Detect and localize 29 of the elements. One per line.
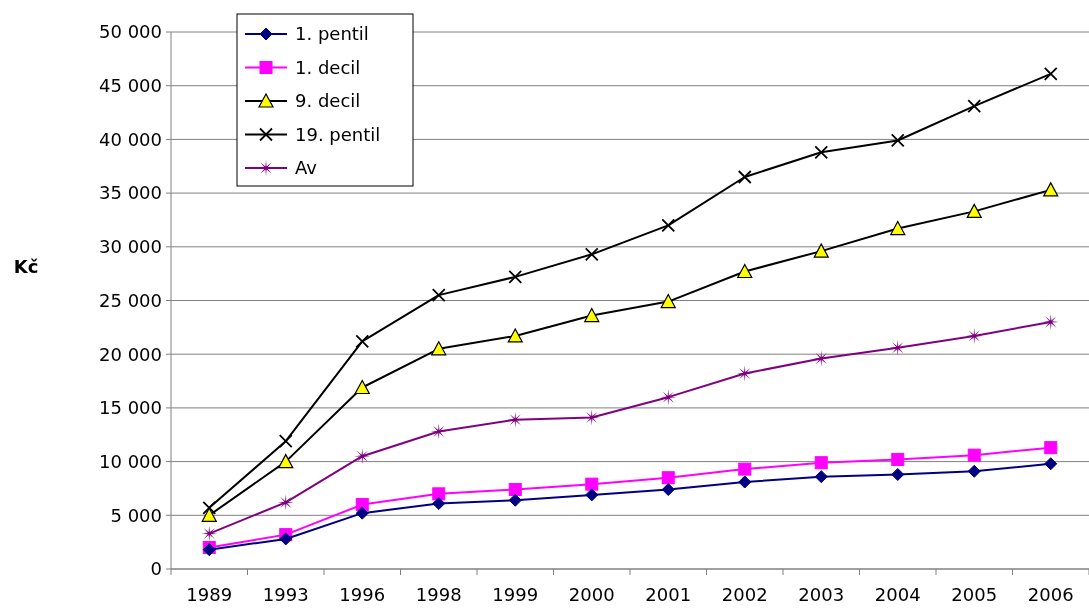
y-axis-title: Kč <box>13 256 39 277</box>
y-tick-label: 25 000 <box>99 289 162 311</box>
y-tick-label: 40 000 <box>99 128 162 150</box>
y-tick-label: 45 000 <box>99 75 162 96</box>
x-tick-label: 2004 <box>874 584 921 605</box>
x-tick-label: 2006 <box>1027 584 1074 605</box>
x-tick-label: 2003 <box>798 584 845 605</box>
x-tick-label: 2000 <box>568 584 615 605</box>
x-tick-label: 2001 <box>645 584 692 605</box>
y-tick-label: 0 <box>150 558 162 580</box>
y-tick-label: 15 000 <box>99 397 162 419</box>
legend-label: 1. decil <box>295 56 361 78</box>
y-tick-label: 10 000 <box>99 450 162 472</box>
x-tick-label: 1996 <box>339 584 386 605</box>
y-tick-label: 20 000 <box>99 343 162 365</box>
y-tick-label: 50 000 <box>99 21 162 43</box>
y-tick-label: 35 000 <box>99 182 162 204</box>
x-tick-label: 1998 <box>415 584 462 605</box>
x-tick-label: 2005 <box>951 584 998 605</box>
x-tick-label: 1999 <box>492 584 539 605</box>
legend-label: 19. pentil <box>295 123 381 145</box>
x-tick-label: 2002 <box>721 584 768 605</box>
legend-label: 1. pentil <box>295 23 369 45</box>
x-tick-label: 1989 <box>186 584 233 605</box>
y-tick-label: 5 000 <box>110 504 162 526</box>
x-tick-label: 1993 <box>262 584 309 605</box>
legend-label: 9. decil <box>295 90 361 112</box>
legend-label: Av <box>295 157 318 179</box>
y-tick-label: 30 000 <box>99 236 162 258</box>
